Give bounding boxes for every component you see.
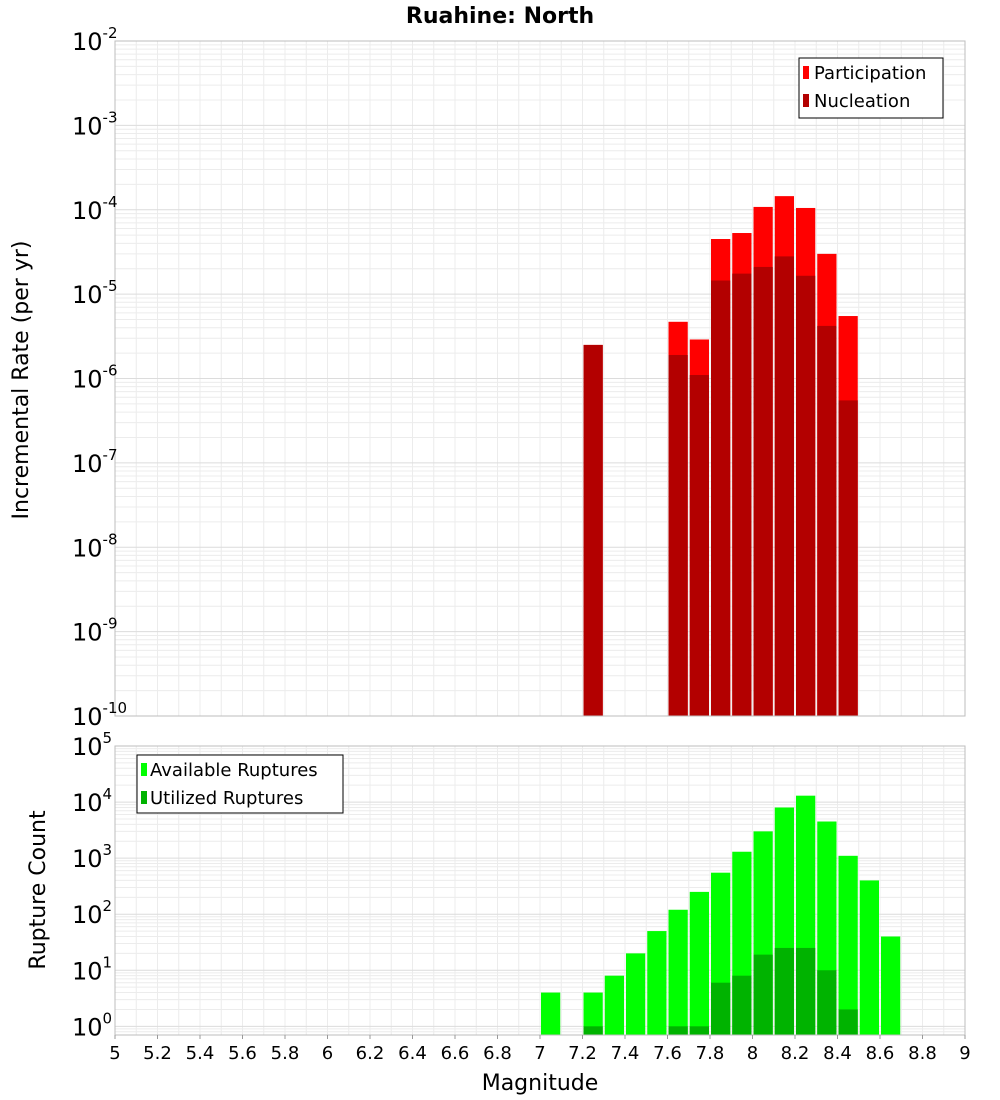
legend-swatch-utilized xyxy=(141,791,147,804)
count-bar-available-ruptures xyxy=(604,975,624,1035)
x-tick-label: 6.2 xyxy=(356,1043,385,1064)
x-tick-label: 7.6 xyxy=(653,1043,682,1064)
count-y-tick-label: 104 xyxy=(72,785,112,817)
rate-bar-nucleation xyxy=(838,400,858,716)
count-bar-utilized-ruptures xyxy=(753,954,773,1035)
count-bar-utilized-ruptures xyxy=(668,1026,688,1035)
count-bar-available-ruptures xyxy=(647,931,667,1035)
rate-y-tick-label: 10-9 xyxy=(72,615,118,647)
count-legend: Available Ruptures Utilized Ruptures xyxy=(136,754,344,814)
rate-grid xyxy=(114,40,966,717)
count-y-tick-label: 100 xyxy=(72,1009,112,1041)
rate-bar-nucleation xyxy=(583,344,603,716)
x-tick-label: 5.4 xyxy=(186,1043,215,1064)
x-tick-label: 8.6 xyxy=(866,1043,895,1064)
count-bar-available-ruptures xyxy=(881,936,901,1035)
legend-label-available: Available Ruptures xyxy=(150,760,318,781)
x-tick-label: 6.6 xyxy=(441,1043,470,1064)
count-bar-available-ruptures xyxy=(541,992,561,1035)
x-tick-label: 5 xyxy=(109,1043,120,1064)
count-bar-available-ruptures xyxy=(668,909,688,1035)
rate-bar-nucleation xyxy=(753,266,773,716)
legend-swatch-available xyxy=(141,763,147,776)
rate-bar-nucleation xyxy=(817,325,837,716)
x-tick-label: 6.4 xyxy=(398,1043,427,1064)
count-y-tick-label: 101 xyxy=(72,953,112,985)
count-bar-available-ruptures xyxy=(859,880,879,1035)
rate-y-tick-label: 10-6 xyxy=(72,362,118,394)
count-bar-utilized-ruptures xyxy=(711,982,731,1035)
legend-label-participation: Participation xyxy=(814,63,926,84)
count-bar-utilized-ruptures xyxy=(732,975,752,1035)
count-legend-box xyxy=(136,754,344,814)
x-tick-label: 8.4 xyxy=(823,1043,852,1064)
count-bar-utilized-ruptures xyxy=(583,1026,603,1035)
count-y-axis-label: Rupture Count xyxy=(26,810,51,970)
rate-bar-nucleation xyxy=(689,375,709,716)
x-tick-label: 8.2 xyxy=(781,1043,810,1064)
x-tick-label: 7.8 xyxy=(696,1043,725,1064)
count-bar-available-ruptures xyxy=(583,992,603,1035)
x-tick-label: 9 xyxy=(959,1043,970,1064)
rate-y-tick-label: 10-5 xyxy=(72,277,118,309)
count-y-tick-label: 102 xyxy=(72,897,112,929)
rate-bar-nucleation xyxy=(711,280,731,716)
rate-legend-box xyxy=(798,57,944,119)
count-bar-available-ruptures xyxy=(689,891,709,1035)
rate-legend: Participation Nucleation xyxy=(798,57,944,119)
x-tick-label: 7.4 xyxy=(611,1043,640,1064)
rate-bar-nucleation xyxy=(732,273,752,716)
rate-bar-nucleation xyxy=(774,256,794,716)
count-bar-utilized-ruptures xyxy=(796,947,816,1035)
rate-y-tick-label: 10-2 xyxy=(72,24,118,56)
rate-y-tick-label: 10-3 xyxy=(72,108,118,140)
rate-panel: 10-10 10-9 10-8 10-7 10-6 10-5 10-4 10-3 10-2 In… xyxy=(9,24,966,731)
count-bar-available-ruptures xyxy=(626,953,646,1035)
x-tick-label: 5.2 xyxy=(143,1043,172,1064)
count-bars xyxy=(541,795,901,1035)
x-axis-label: Magnitude xyxy=(482,1071,599,1096)
rate-y-tick-label: 10-8 xyxy=(72,530,118,562)
x-tick-label: 8 xyxy=(747,1043,758,1064)
count-bar-utilized-ruptures xyxy=(774,947,794,1035)
rate-plot-frame xyxy=(114,40,966,717)
x-tick-label: 6 xyxy=(322,1043,333,1064)
legend-swatch-participation xyxy=(803,66,809,79)
count-bar-utilized-ruptures xyxy=(817,970,837,1035)
count-bar-available-ruptures xyxy=(838,855,858,1035)
chart-title: Ruahine: North xyxy=(406,4,594,29)
count-y-tick-label: 105 xyxy=(72,729,112,761)
count-panel: 100 101 102 103 104 105 5 5.2 5.4 5.6 5.8 6 6.2 6.4 6… xyxy=(26,729,971,1096)
count-bar-utilized-ruptures xyxy=(838,1009,858,1035)
rate-y-ticks: 10-10 10-9 10-8 10-7 10-6 10-5 10-4 10-3 10-2 xyxy=(72,24,127,731)
rate-bars xyxy=(583,196,858,716)
count-y-tick-label: 103 xyxy=(72,841,112,873)
x-tick-label: 8.8 xyxy=(908,1043,937,1064)
legend-label-utilized: Utilized Ruptures xyxy=(150,788,303,809)
rate-bar-nucleation xyxy=(668,354,688,716)
rate-y-axis-label: Incremental Rate (per yr) xyxy=(9,241,34,520)
rate-bar-nucleation xyxy=(796,275,816,716)
rate-y-tick-label: 10-4 xyxy=(72,193,118,225)
x-tick-label: 5.6 xyxy=(228,1043,257,1064)
count-bar-utilized-ruptures xyxy=(689,1026,709,1035)
rate-y-tick-label: 10-10 xyxy=(72,699,127,731)
x-ticks: 5 5.2 5.4 5.6 5.8 6 6.2 6.4 6.6 6.8 7 7.2 7.4 7.6 7.8 8… xyxy=(109,1035,971,1064)
x-tick-label: 7.2 xyxy=(568,1043,597,1064)
legend-label-nucleation: Nucleation xyxy=(814,91,910,112)
x-tick-label: 6.8 xyxy=(483,1043,512,1064)
x-tick-label: 5.8 xyxy=(271,1043,300,1064)
count-y-ticks: 100 101 102 103 104 105 xyxy=(72,729,112,1041)
rate-y-tick-label: 10-7 xyxy=(72,446,118,478)
legend-swatch-nucleation xyxy=(803,94,809,107)
x-tick-label: 7 xyxy=(534,1043,545,1064)
